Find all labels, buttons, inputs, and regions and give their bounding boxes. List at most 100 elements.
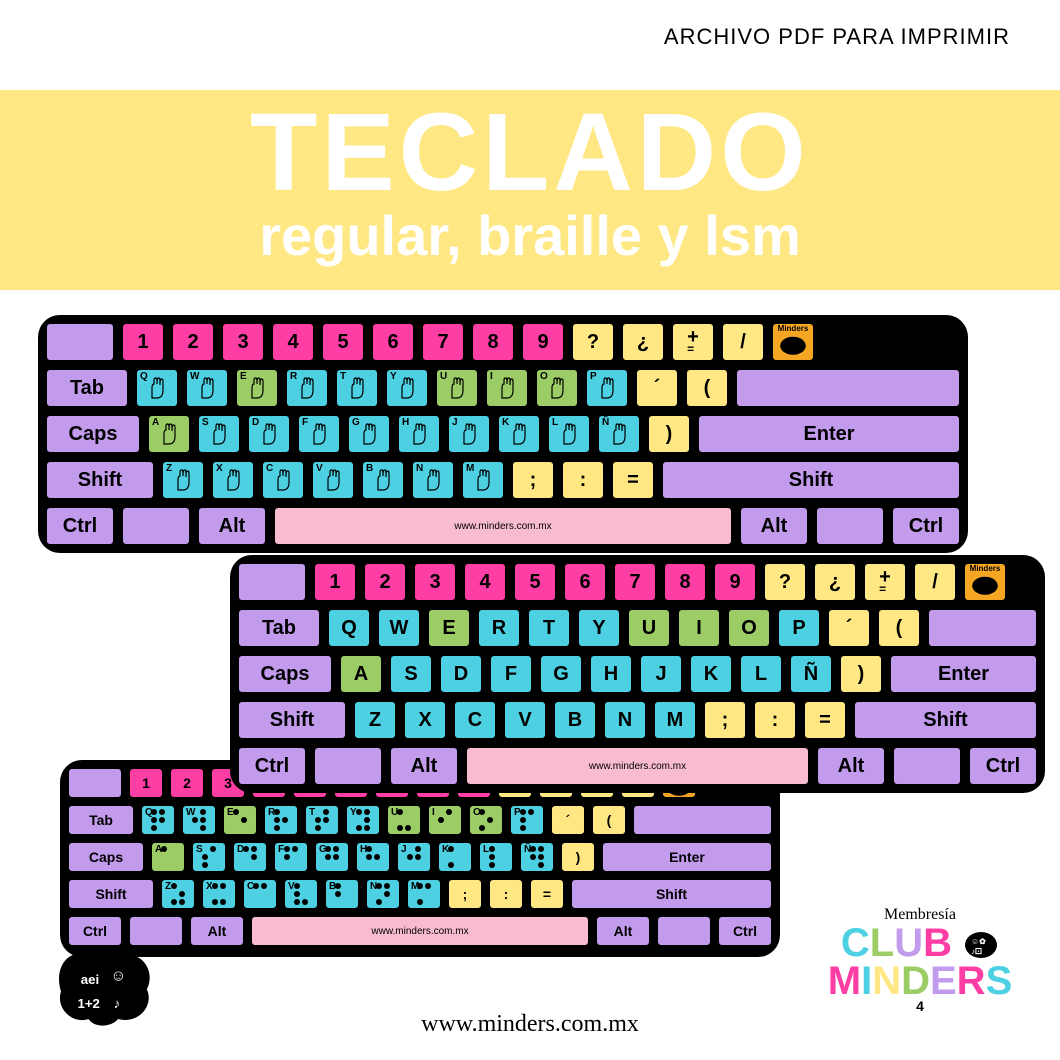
- key-blank: [926, 607, 1039, 649]
- club-text: CLUB ☺✿♪⚀ MINDERS 4: [820, 924, 1020, 1038]
- pdf-label: ARCHIVO PDF PARA IMPRIMIR: [664, 24, 1010, 50]
- key-ctrl: Ctrl: [890, 505, 962, 547]
- key-blank: [120, 505, 192, 547]
- key-U: U: [385, 803, 423, 837]
- key-P: P: [584, 367, 630, 409]
- key-7: 7: [420, 321, 466, 363]
- key-space: www.minders.com.mx: [249, 914, 591, 948]
- key-X: X: [200, 877, 238, 911]
- key-paren: ): [559, 840, 597, 874]
- key-paren: ): [838, 653, 884, 695]
- key-K: K: [688, 653, 734, 695]
- key-G: G: [346, 413, 392, 455]
- key-caps: Caps: [44, 413, 142, 455]
- key-9: 9: [520, 321, 566, 363]
- key-sym: (: [876, 607, 922, 649]
- key-alt: Alt: [196, 505, 268, 547]
- key-M: M: [652, 699, 698, 741]
- key-R: R: [284, 367, 330, 409]
- key-logo: Minders: [962, 561, 1008, 603]
- main-title: TECLADO: [0, 98, 1060, 208]
- key-I: I: [426, 803, 464, 837]
- key-ctrl: Ctrl: [44, 505, 116, 547]
- key-U: U: [626, 607, 672, 649]
- key-space: www.minders.com.mx: [464, 745, 811, 787]
- key-Y: Y: [344, 803, 382, 837]
- key-E: E: [221, 803, 259, 837]
- svg-text:♪⚀: ♪⚀: [971, 947, 982, 956]
- key-sym: ´: [634, 367, 680, 409]
- svg-text:♪: ♪: [114, 996, 121, 1011]
- key-sym: (: [684, 367, 730, 409]
- key-F: F: [296, 413, 342, 455]
- key-I: I: [484, 367, 530, 409]
- key-B: B: [552, 699, 598, 741]
- key-S: S: [190, 840, 228, 874]
- key-5: 5: [320, 321, 366, 363]
- key-K: K: [496, 413, 542, 455]
- key-A: A: [149, 840, 187, 874]
- key-R: R: [476, 607, 522, 649]
- key-sym: ;: [446, 877, 484, 911]
- svg-text:1+2: 1+2: [78, 996, 100, 1011]
- key-sym: ?: [570, 321, 616, 363]
- key-M: M: [405, 877, 443, 911]
- key-Y: Y: [384, 367, 430, 409]
- key-shift: Shift: [66, 877, 156, 911]
- key-sym: ¿: [812, 561, 858, 603]
- key-tab: Tab: [66, 803, 136, 837]
- key-sym: :: [752, 699, 798, 741]
- key-sym: :: [487, 877, 525, 911]
- key-T: T: [334, 367, 380, 409]
- key-B: B: [360, 459, 406, 501]
- key-J: J: [395, 840, 433, 874]
- key-blank: [655, 914, 713, 948]
- key-X: X: [210, 459, 256, 501]
- key-T: T: [303, 803, 341, 837]
- key-alt: Alt: [188, 914, 246, 948]
- key-A: A: [146, 413, 192, 455]
- key-L: L: [546, 413, 592, 455]
- key-sym: ?: [762, 561, 808, 603]
- key-alt: Alt: [815, 745, 887, 787]
- key-Z: Z: [159, 877, 197, 911]
- exponent: 4: [916, 998, 924, 1014]
- key-E: E: [426, 607, 472, 649]
- key-1: 1: [312, 561, 358, 603]
- key-N: N: [364, 877, 402, 911]
- key-caps: Caps: [66, 840, 146, 874]
- keyboard-regular: 123456789?¿+=/MindersTabQWERTYUIOP´(Caps…: [230, 555, 1045, 793]
- key-blank: [312, 745, 384, 787]
- svg-text:aei: aei: [81, 972, 99, 987]
- key-H: H: [354, 840, 392, 874]
- key-C: C: [452, 699, 498, 741]
- key-blank: [236, 561, 308, 603]
- key-D: D: [231, 840, 269, 874]
- title-banner: TECLADO regular, braille y lsm: [0, 90, 1060, 290]
- key-enter: Enter: [600, 840, 774, 874]
- key-7: 7: [612, 561, 658, 603]
- key-sym: (: [590, 803, 628, 837]
- key-enter: Enter: [696, 413, 962, 455]
- svg-text:☺: ☺: [111, 968, 127, 985]
- key-shift: Shift: [852, 699, 1039, 741]
- key-sym: /: [720, 321, 766, 363]
- key-sym: /: [912, 561, 958, 603]
- key-W: W: [184, 367, 230, 409]
- key-D: D: [438, 653, 484, 695]
- key-shift: Shift: [660, 459, 962, 501]
- key-G: G: [313, 840, 351, 874]
- key-2: 2: [168, 766, 206, 800]
- key-A: A: [338, 653, 384, 695]
- key-enter: Enter: [888, 653, 1039, 695]
- key-sym: :: [560, 459, 606, 501]
- key-ctrl: Ctrl: [236, 745, 308, 787]
- key-shift: Shift: [44, 459, 156, 501]
- key-sym: ´: [549, 803, 587, 837]
- key-O: O: [534, 367, 580, 409]
- key-C: C: [241, 877, 279, 911]
- key-4: 4: [462, 561, 508, 603]
- key-logo: Minders: [770, 321, 816, 363]
- key-sym: +=: [670, 321, 716, 363]
- key-O: O: [467, 803, 505, 837]
